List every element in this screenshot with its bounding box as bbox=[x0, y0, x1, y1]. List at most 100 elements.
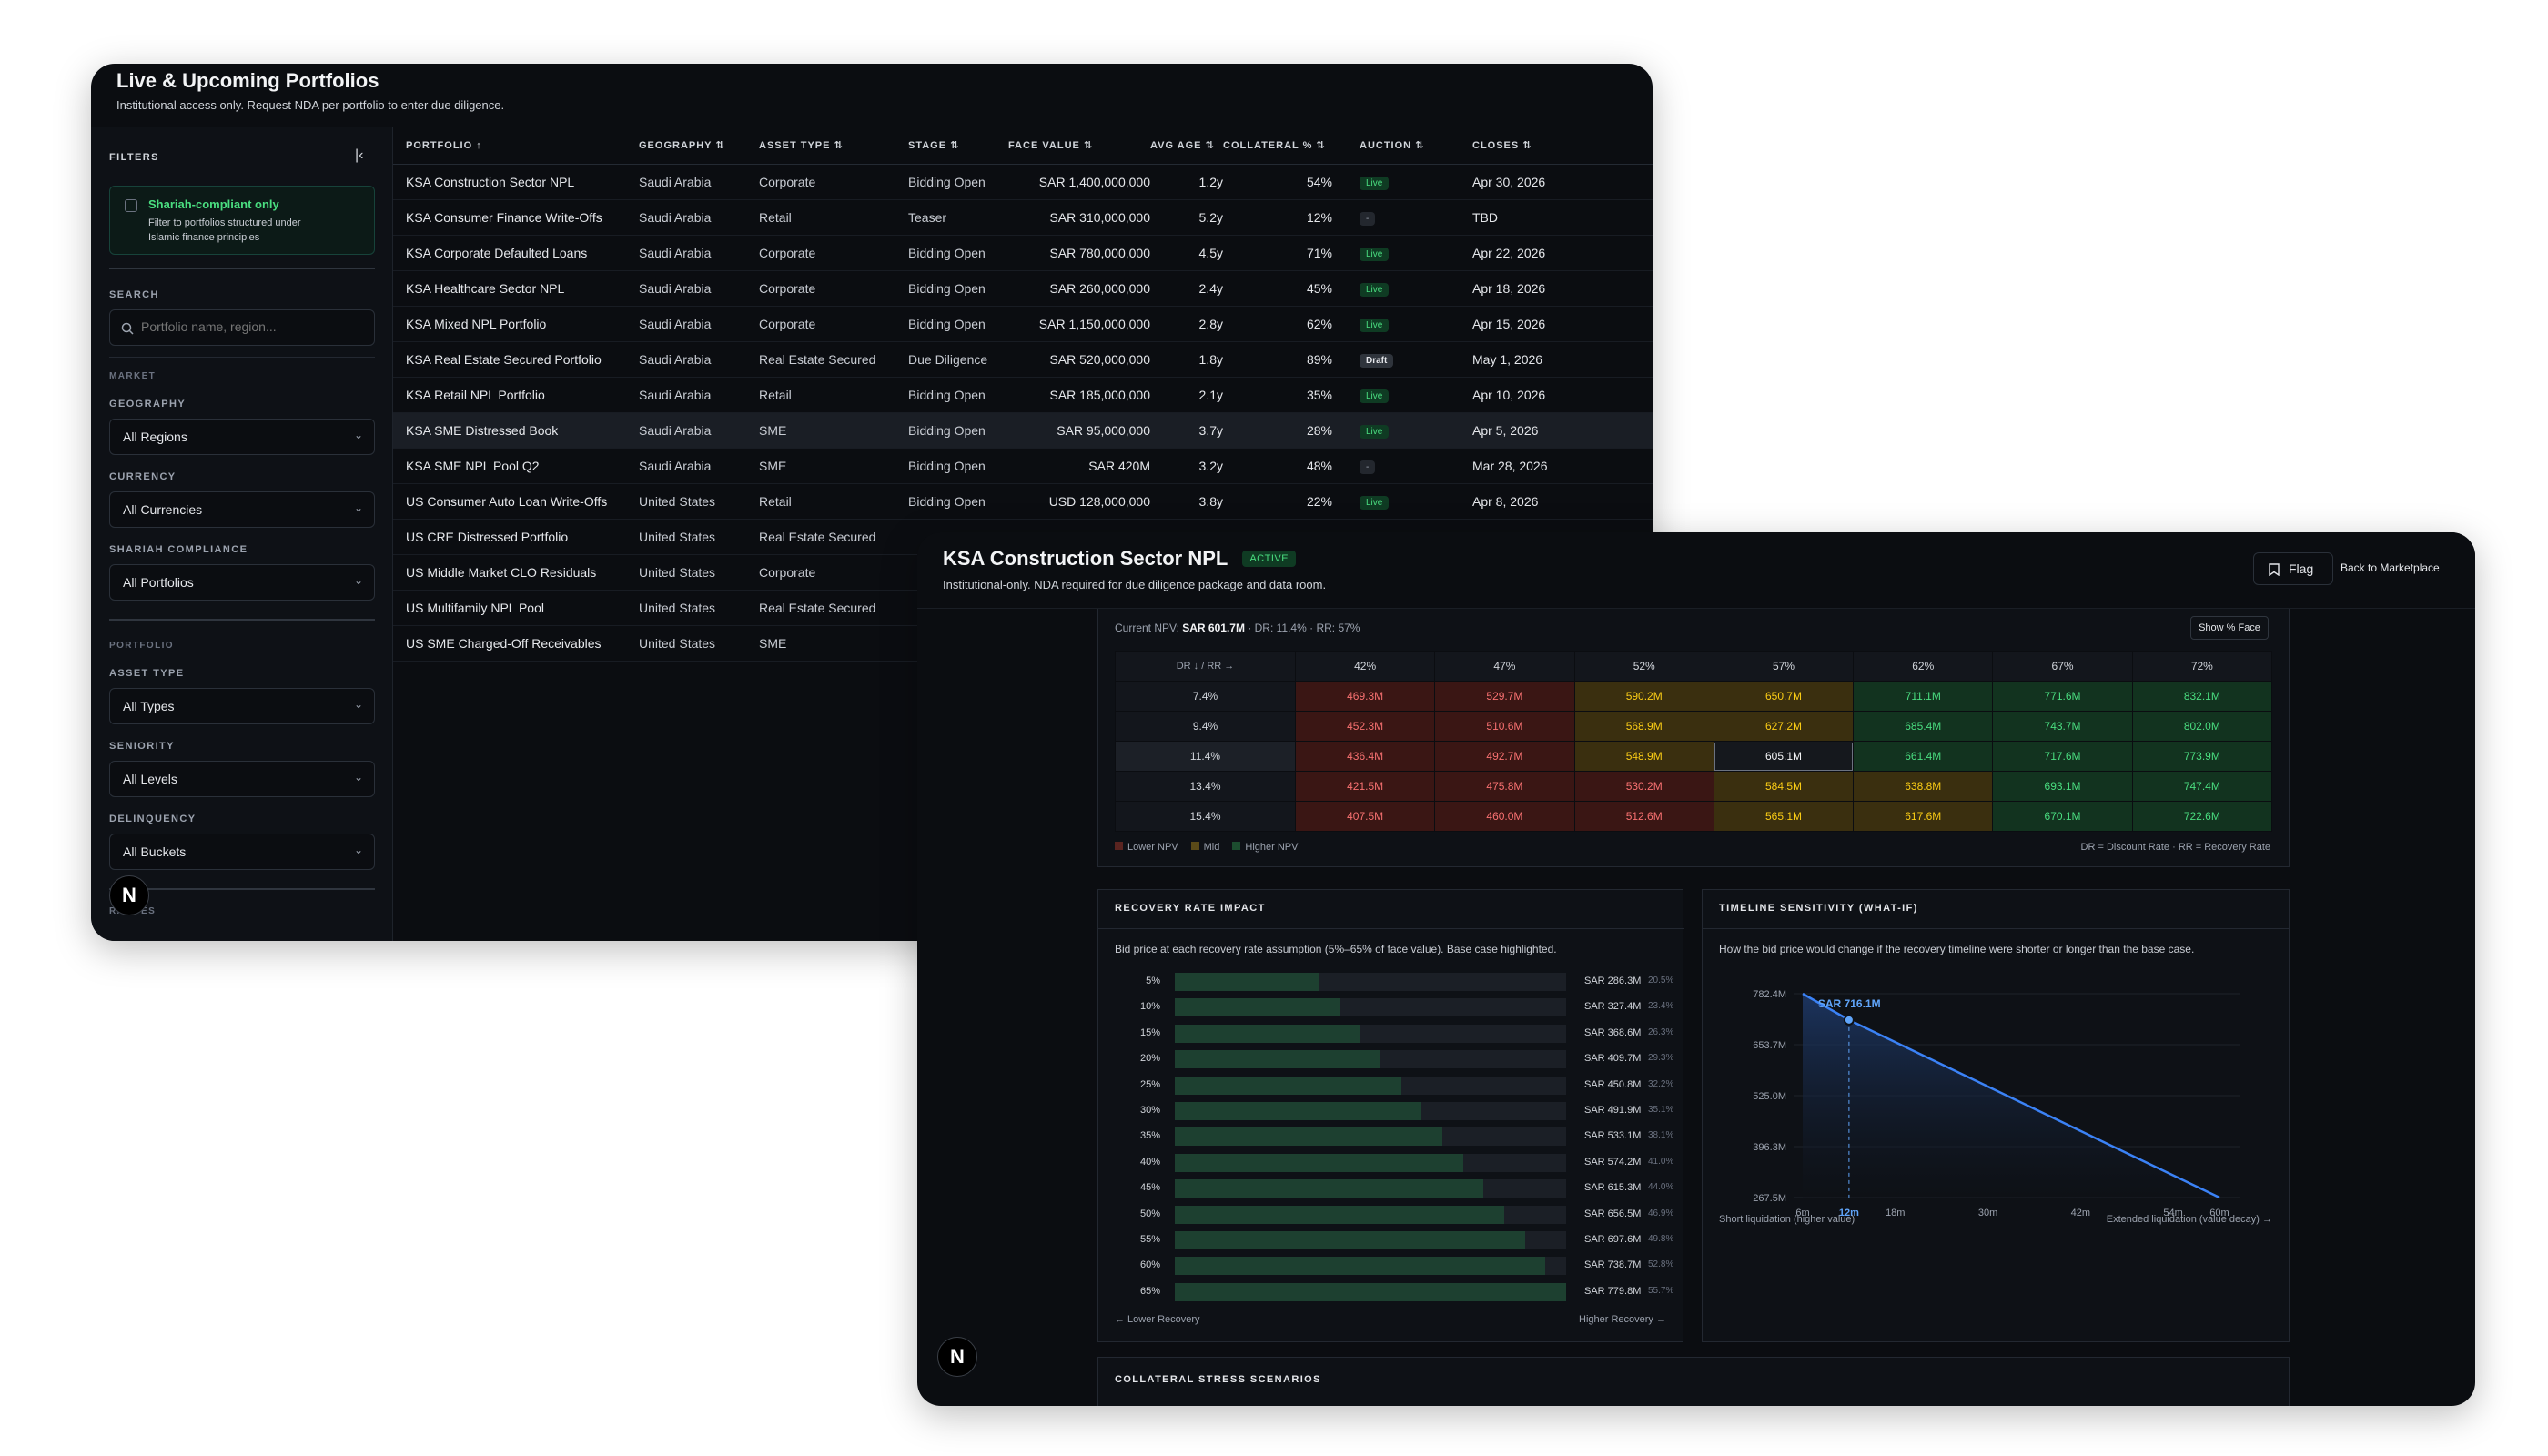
table-row[interactable]: KSA Corporate Defaulted Loans Saudi Arabi… bbox=[393, 235, 1653, 271]
geography-select[interactable]: All Regions ⌄ bbox=[109, 419, 375, 455]
heatmap-cell[interactable]: 747.4M bbox=[2131, 771, 2273, 802]
heatmap-cell[interactable]: 460.0M bbox=[1434, 801, 1575, 832]
heatmap-cell[interactable]: 722.6M bbox=[2131, 801, 2273, 832]
heatmap-cell[interactable]: 693.1M bbox=[1992, 771, 2133, 802]
heatmap-cell[interactable]: 773.9M bbox=[2131, 741, 2273, 772]
avg-age-cell: 2.1y bbox=[1150, 377, 1223, 413]
heatmap-cell[interactable]: 510.6M bbox=[1434, 711, 1575, 742]
heatmap-cell[interactable]: 548.9M bbox=[1573, 741, 1714, 772]
recovery-bar[interactable] bbox=[1175, 1257, 1546, 1276]
flag-button[interactable]: Flag bbox=[2253, 552, 2333, 585]
search-box[interactable] bbox=[109, 309, 375, 346]
heatmap-cell[interactable]: 584.5M bbox=[1713, 771, 1855, 802]
app-logo[interactable]: N bbox=[109, 875, 149, 915]
heatmap-cell[interactable]: 568.9M bbox=[1573, 711, 1714, 742]
heatmap-cell[interactable]: 530.2M bbox=[1573, 771, 1714, 802]
recovery-bar[interactable] bbox=[1175, 1102, 1422, 1120]
heatmap-cell[interactable]: 421.5M bbox=[1294, 771, 1436, 802]
auction-badge: Live bbox=[1360, 282, 1390, 297]
heatmap-cell[interactable]: 832.1M bbox=[2131, 681, 2273, 712]
heatmap-cell[interactable]: 802.0M bbox=[2131, 711, 2273, 742]
heatmap-cell[interactable]: 650.7M bbox=[1713, 681, 1855, 712]
heatmap-row: 13.4% 421.5M 475.8M 530.2M 584.5M 638.8M 693.1… bbox=[1115, 771, 2273, 802]
heatmap-cell[interactable]: 452.3M bbox=[1294, 711, 1436, 742]
heatmap-cell[interactable]: 565.1M bbox=[1713, 801, 1855, 832]
recovery-pct-label: 32.2% bbox=[1648, 1078, 1674, 1089]
recovery-bar[interactable] bbox=[1175, 1179, 1484, 1198]
table-row[interactable]: KSA Real Estate Secured Portfolio Saudi A… bbox=[393, 341, 1653, 378]
heatmap-cell[interactable]: 685.4M bbox=[1853, 711, 1994, 742]
asset-type-cell: SME bbox=[759, 448, 908, 484]
heatmap-cell[interactable]: 627.2M bbox=[1713, 711, 1855, 742]
npv-prefix: Current NPV: bbox=[1115, 622, 1179, 634]
auction-cell: Draft bbox=[1332, 341, 1460, 378]
heatmap-cell[interactable]: 590.2M bbox=[1573, 681, 1714, 712]
app-logo[interactable]: N bbox=[937, 1337, 977, 1377]
col-asset-type[interactable]: ASSET TYPE ⇅ bbox=[759, 127, 908, 165]
recovery-value-label: SAR 574.2M bbox=[1584, 1156, 1642, 1168]
asset-type-select[interactable]: All Types ⌄ bbox=[109, 688, 375, 724]
heatmap-cell[interactable]: 717.6M bbox=[1992, 741, 2133, 772]
collapse-sidebar-icon[interactable]: |‹ bbox=[355, 147, 364, 163]
heatmap-cell[interactable]: 743.7M bbox=[1992, 711, 2133, 742]
face-value-cell: SAR 520,000,000 bbox=[1008, 341, 1150, 378]
search-input[interactable] bbox=[141, 319, 359, 334]
y-tick-label: 525.0M bbox=[1753, 1091, 1786, 1102]
shariah-checkbox[interactable] bbox=[125, 199, 137, 212]
recovery-bar[interactable] bbox=[1175, 1282, 1566, 1301]
recovery-bar[interactable] bbox=[1175, 1050, 1380, 1069]
col-face-value[interactable]: FACE VALUE ⇅ bbox=[1008, 127, 1150, 165]
shariah-compliance-select[interactable]: All Portfolios ⌄ bbox=[109, 564, 375, 601]
heatmap-cell[interactable]: 512.6M bbox=[1573, 801, 1714, 832]
heatmap-cell[interactable]: 407.5M bbox=[1294, 801, 1436, 832]
recovery-bar[interactable] bbox=[1175, 1076, 1401, 1095]
heatmap-cell[interactable]: 436.4M bbox=[1294, 741, 1436, 772]
recovery-pct-label: 41.0% bbox=[1648, 1156, 1674, 1167]
heatmap-cell[interactable]: 492.7M bbox=[1434, 741, 1575, 772]
shariah-toggle-card[interactable]: Shariah-compliant only Filter to portfol… bbox=[109, 186, 375, 255]
back-to-marketplace-link[interactable]: Back to Marketplace bbox=[2341, 561, 2440, 574]
col-geography[interactable]: GEOGRAPHY ⇅ bbox=[639, 127, 759, 165]
col-auction[interactable]: AUCTION ⇅ bbox=[1332, 127, 1460, 165]
recovery-bar-track bbox=[1175, 973, 1566, 991]
table-row[interactable]: KSA Retail NPL Portfolio Saudi Arabia Reta… bbox=[393, 377, 1653, 413]
recovery-bar-row: 40% SAR 574.2M 41.0% bbox=[1098, 1153, 1684, 1173]
closes-cell: Apr 30, 2026 bbox=[1460, 164, 1653, 200]
heatmap-cell[interactable]: 605.1M bbox=[1713, 741, 1855, 772]
table-row[interactable]: KSA Healthcare Sector NPL Saudi Arabia Cor… bbox=[393, 270, 1653, 307]
show-percent-face-button[interactable]: Show % Face bbox=[2190, 616, 2269, 640]
table-row[interactable]: KSA Construction Sector NPL Saudi Arabia C… bbox=[393, 164, 1653, 200]
heatmap-cell[interactable]: 617.6M bbox=[1853, 801, 1994, 832]
seniority-select[interactable]: All Levels ⌄ bbox=[109, 761, 375, 797]
recovery-bar[interactable] bbox=[1175, 973, 1319, 991]
table-row[interactable]: KSA SME NPL Pool Q2 Saudi Arabia SME Biddin… bbox=[393, 448, 1653, 484]
heatmap-cell[interactable]: 661.4M bbox=[1853, 741, 1994, 772]
recovery-bar[interactable] bbox=[1175, 998, 1340, 1017]
heatmap-cell[interactable]: 771.6M bbox=[1992, 681, 2133, 712]
col-portfolio[interactable]: PORTFOLIO ↑ bbox=[393, 127, 639, 165]
heatmap-cell[interactable]: 711.1M bbox=[1853, 681, 1994, 712]
heatmap-cell[interactable]: 469.3M bbox=[1294, 681, 1436, 712]
recovery-bar[interactable] bbox=[1175, 1205, 1504, 1224]
recovery-bar[interactable] bbox=[1175, 1127, 1442, 1147]
recovery-bar-track bbox=[1175, 1050, 1566, 1069]
table-row[interactable]: US Consumer Auto Loan Write-Offs United S… bbox=[393, 483, 1653, 520]
heatmap-cell[interactable]: 670.1M bbox=[1992, 801, 2133, 832]
col-avg-age[interactable]: AVG AGE ⇅ bbox=[1150, 127, 1223, 165]
delinquency-select[interactable]: All Buckets ⌄ bbox=[109, 834, 375, 870]
heatmap-cell[interactable]: 529.7M bbox=[1434, 681, 1575, 712]
col-closes[interactable]: CLOSES ⇅ bbox=[1460, 127, 1653, 165]
recovery-bar[interactable] bbox=[1175, 1024, 1360, 1043]
heatmap-cell[interactable]: 638.8M bbox=[1853, 771, 1994, 802]
table-row[interactable]: KSA Consumer Finance Write-Offs Saudi Ara… bbox=[393, 199, 1653, 236]
recovery-bar[interactable] bbox=[1175, 1231, 1525, 1249]
currency-select[interactable]: All Currencies ⌄ bbox=[109, 491, 375, 528]
table-row[interactable]: KSA SME Distressed Book Saudi Arabia SME Bi… bbox=[393, 412, 1653, 449]
col-stage[interactable]: STAGE ⇅ bbox=[908, 127, 1008, 165]
col-collateral[interactable]: COLLATERAL % ⇅ bbox=[1223, 127, 1332, 165]
chevron-down-icon: ⌄ bbox=[353, 501, 363, 514]
geography-cell: Saudi Arabia bbox=[639, 377, 759, 413]
recovery-bar[interactable] bbox=[1175, 1153, 1463, 1172]
table-row[interactable]: KSA Mixed NPL Portfolio Saudi Arabia Corpo… bbox=[393, 306, 1653, 342]
heatmap-cell[interactable]: 475.8M bbox=[1434, 771, 1575, 802]
